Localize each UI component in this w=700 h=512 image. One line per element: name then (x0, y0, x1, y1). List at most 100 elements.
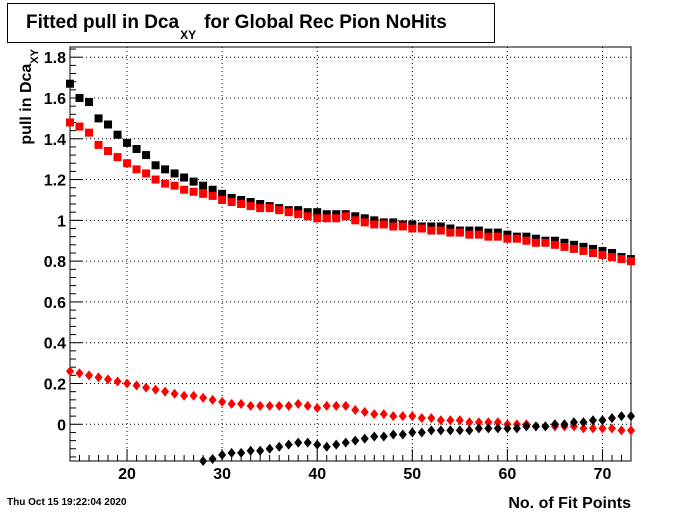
data-point (398, 429, 407, 440)
data-point (474, 230, 483, 239)
data-point (284, 400, 293, 411)
data-point (541, 238, 550, 247)
data-point (294, 206, 303, 215)
data-point (455, 228, 464, 237)
data-point (522, 236, 531, 245)
title-main: Fitted pull in Dca (26, 12, 180, 33)
data-point (180, 185, 189, 194)
data-point (598, 423, 607, 434)
data-point (303, 437, 312, 448)
data-point (151, 175, 160, 184)
y-axis-title-subscript: XY (29, 48, 41, 63)
data-point (379, 220, 388, 229)
data-point (284, 208, 293, 217)
data-point (113, 130, 122, 139)
data-point (332, 400, 341, 411)
data-point (493, 423, 502, 434)
data-point (389, 429, 398, 440)
title-subscript: XY (180, 28, 197, 42)
data-point (208, 185, 217, 194)
data-point (303, 400, 312, 411)
data-point (85, 128, 94, 137)
data-point (189, 187, 198, 196)
data-point (627, 257, 635, 266)
data-point (512, 423, 521, 434)
data-point (503, 423, 512, 434)
data-point (427, 425, 436, 436)
data-point (598, 251, 607, 260)
data-point (142, 382, 151, 393)
data-point (370, 216, 379, 225)
data-point (436, 415, 445, 426)
data-point (94, 372, 103, 383)
data-point (427, 413, 436, 424)
data-point (512, 234, 521, 243)
data-point (151, 161, 160, 170)
data-point (370, 220, 379, 229)
data-point (265, 443, 274, 454)
data-point (208, 191, 217, 200)
x-tick-label: 70 (594, 466, 612, 483)
data-point (588, 423, 597, 434)
data-point (170, 181, 179, 190)
data-point (484, 228, 493, 237)
title-box: Fitted pull in DcaXY for Global Rec Pion … (7, 3, 495, 43)
data-point (341, 437, 350, 448)
chart-title: Fitted pull in DcaXY for Global Rec Pion … (26, 12, 447, 42)
data-point (446, 415, 455, 426)
data-point (246, 202, 255, 211)
series-3 (199, 411, 635, 466)
series-layer (66, 79, 635, 466)
data-point (370, 431, 379, 442)
data-point (446, 425, 455, 436)
data-point (227, 398, 236, 409)
x-tick-label: 60 (498, 466, 516, 483)
data-point (341, 212, 350, 221)
data-point (256, 400, 265, 411)
data-point (598, 415, 607, 426)
data-point (617, 255, 626, 264)
data-point (332, 214, 341, 223)
data-point (455, 425, 464, 436)
title-rest: for Global Rec Pion NoHits (204, 12, 447, 33)
data-point (104, 147, 113, 156)
data-point (94, 114, 103, 123)
data-point (627, 411, 635, 422)
data-point (370, 409, 379, 420)
data-point (142, 151, 151, 160)
data-point (417, 224, 426, 233)
data-point (161, 165, 170, 174)
x-tick-label: 50 (403, 466, 421, 483)
data-point (579, 246, 588, 255)
data-point (360, 433, 369, 444)
data-point (379, 409, 388, 420)
data-point (322, 400, 331, 411)
y-tick-label: 0.2 (44, 377, 66, 394)
data-point (408, 411, 417, 422)
data-point (427, 226, 436, 235)
y-tick-label: 1.2 (44, 173, 66, 190)
data-point (436, 222, 445, 231)
data-point (161, 179, 170, 188)
data-point (455, 415, 464, 426)
data-point (607, 248, 616, 257)
data-point (607, 413, 616, 424)
data-point (627, 425, 635, 436)
data-point (351, 435, 360, 446)
data-point (294, 437, 303, 448)
data-point (256, 204, 265, 213)
data-point (531, 234, 540, 243)
data-point (123, 378, 132, 389)
data-point (113, 153, 122, 162)
data-point (617, 425, 626, 436)
data-point (132, 144, 141, 153)
series-1 (66, 118, 635, 266)
data-point (607, 423, 616, 434)
data-point (503, 234, 512, 243)
data-point (522, 421, 531, 432)
y-axis-title: pull in DcaXY (18, 48, 41, 144)
data-point (474, 423, 483, 434)
x-tick-label: 30 (213, 466, 231, 483)
data-point (379, 431, 388, 442)
